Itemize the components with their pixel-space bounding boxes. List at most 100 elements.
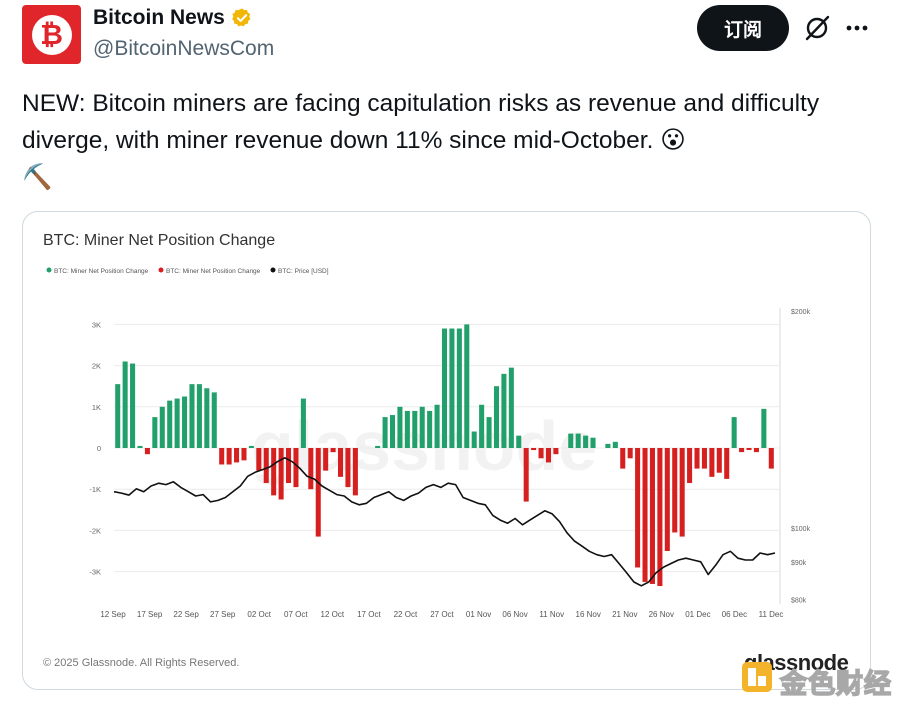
bar-negative — [263, 448, 269, 484]
legend-label-positive: BTC: Miner Net Position Change — [54, 268, 149, 275]
bar-positive — [412, 410, 418, 448]
y-tick-label: 3K — [92, 320, 101, 329]
bar-negative — [657, 448, 663, 587]
astonished-face-emoji: 😮 — [660, 125, 686, 154]
bar-positive — [419, 406, 425, 448]
bar-positive — [300, 398, 306, 448]
bar-positive — [404, 410, 410, 448]
bar-positive — [605, 443, 611, 448]
bar-positive — [159, 406, 165, 448]
bar-negative — [716, 448, 722, 473]
bar-positive — [575, 433, 581, 448]
bar-positive — [493, 386, 500, 448]
bar-negative — [746, 448, 752, 451]
bar-negative — [553, 448, 559, 455]
bar-positive — [115, 384, 121, 448]
grok-icon[interactable] — [803, 14, 831, 42]
y-right-tick-label: $90k — [791, 560, 807, 567]
bar-positive — [568, 433, 574, 448]
bar-positive — [471, 431, 477, 448]
bar-positive — [434, 404, 440, 448]
bar-negative — [620, 448, 626, 469]
x-tick-label: 11 Nov — [539, 610, 564, 619]
bar-negative — [531, 448, 537, 451]
x-tick-label: 12 Oct — [321, 610, 345, 619]
bar-positive — [441, 328, 448, 448]
legend-marker-negative — [158, 267, 164, 273]
jinse-watermark-text: 金色财经 — [779, 668, 892, 701]
x-tick-label: 07 Oct — [284, 610, 308, 619]
bar-positive — [174, 398, 180, 448]
bar-negative — [664, 448, 670, 551]
bar-positive — [167, 400, 173, 448]
chart-svg: BTC: Miner Net Position Change BTC: Mine… — [46, 267, 811, 619]
bar-negative — [523, 448, 529, 502]
author-name-row: Bitcoin News — [93, 6, 253, 30]
copyright-text: © 2025 Glassnode. All Rights Reserved. — [43, 657, 240, 669]
bar-negative — [642, 448, 648, 582]
bar-negative — [687, 448, 693, 484]
display-name[interactable]: Bitcoin News — [93, 6, 225, 29]
x-tick-label: 11 Dec — [759, 610, 784, 619]
bar-negative — [753, 448, 759, 453]
price-line — [113, 457, 776, 587]
y-right-tick-label: $100k — [791, 526, 811, 533]
x-tick-label: 21 Nov — [612, 610, 637, 619]
bar-positive — [449, 328, 455, 448]
bar-negative — [679, 448, 685, 537]
bar-negative — [724, 448, 730, 479]
more-options-icon[interactable] — [843, 14, 871, 42]
y-right-tick-label: $80k — [791, 598, 807, 605]
bar-positive — [427, 410, 433, 448]
x-tick-label: 22 Oct — [394, 610, 418, 619]
bar-positive — [196, 384, 202, 448]
x-tick-label: 06 Dec — [722, 610, 747, 619]
bar-positive — [590, 437, 596, 448]
y-right-tick-label: $200k — [791, 309, 811, 316]
bar-negative — [323, 448, 329, 471]
bar-negative — [286, 448, 292, 484]
bar-positive — [486, 417, 492, 448]
x-tick-label: 22 Sep — [173, 610, 199, 619]
bar-positive — [375, 445, 381, 448]
bar-positive — [211, 392, 217, 448]
bar-positive — [152, 417, 158, 448]
legend-label-negative: BTC: Miner Net Position Change — [166, 268, 261, 275]
y-tick-label: -2K — [89, 526, 101, 535]
bar-positive — [508, 367, 514, 448]
y-tick-label: 0 — [97, 444, 101, 453]
bar-positive — [182, 396, 188, 448]
tweet-body: NEW: Bitcoin miners are facing capitulat… — [22, 90, 820, 154]
x-tick-label: 01 Dec — [685, 610, 710, 619]
jinse-logo-icon — [742, 662, 772, 692]
legend-marker-price — [270, 267, 276, 273]
x-tick-label: 01 Nov — [466, 610, 491, 619]
x-tick-label: 26 Nov — [649, 610, 674, 619]
bar-positive — [612, 441, 618, 448]
handle[interactable]: @BitcoinNewsCom — [93, 37, 275, 60]
bar-negative — [293, 448, 299, 488]
bar-negative — [739, 448, 745, 453]
bar-positive — [382, 417, 388, 448]
bar-positive — [761, 408, 767, 448]
bitcoin-logo-icon: ₿ — [31, 14, 72, 55]
bar-positive — [130, 363, 136, 448]
x-tick-label: 16 Nov — [576, 610, 601, 619]
legend-label-price: BTC: Price [USD] — [278, 268, 329, 275]
bar-negative — [545, 448, 551, 463]
y-tick-label: 2K — [92, 362, 101, 371]
x-tick-label: 06 Nov — [502, 610, 527, 619]
avatar[interactable]: ₿ — [22, 5, 81, 64]
bar-negative — [709, 448, 715, 477]
bar-negative — [635, 448, 641, 568]
subscribe-button[interactable]: 订阅 — [697, 5, 789, 51]
chart-card[interactable]: BTC: Miner Net Position Change BTC: Mine… — [22, 211, 871, 690]
bar-positive — [501, 373, 507, 448]
chart-title: BTC: Miner Net Position Change — [43, 232, 276, 249]
x-tick-label: 27 Oct — [430, 610, 454, 619]
y-tick-label: -3K — [89, 568, 101, 577]
x-tick-label: 17 Oct — [357, 610, 381, 619]
bar-positive — [731, 417, 737, 448]
y-tick-label: -1K — [89, 485, 101, 494]
bar-positive — [479, 404, 485, 448]
